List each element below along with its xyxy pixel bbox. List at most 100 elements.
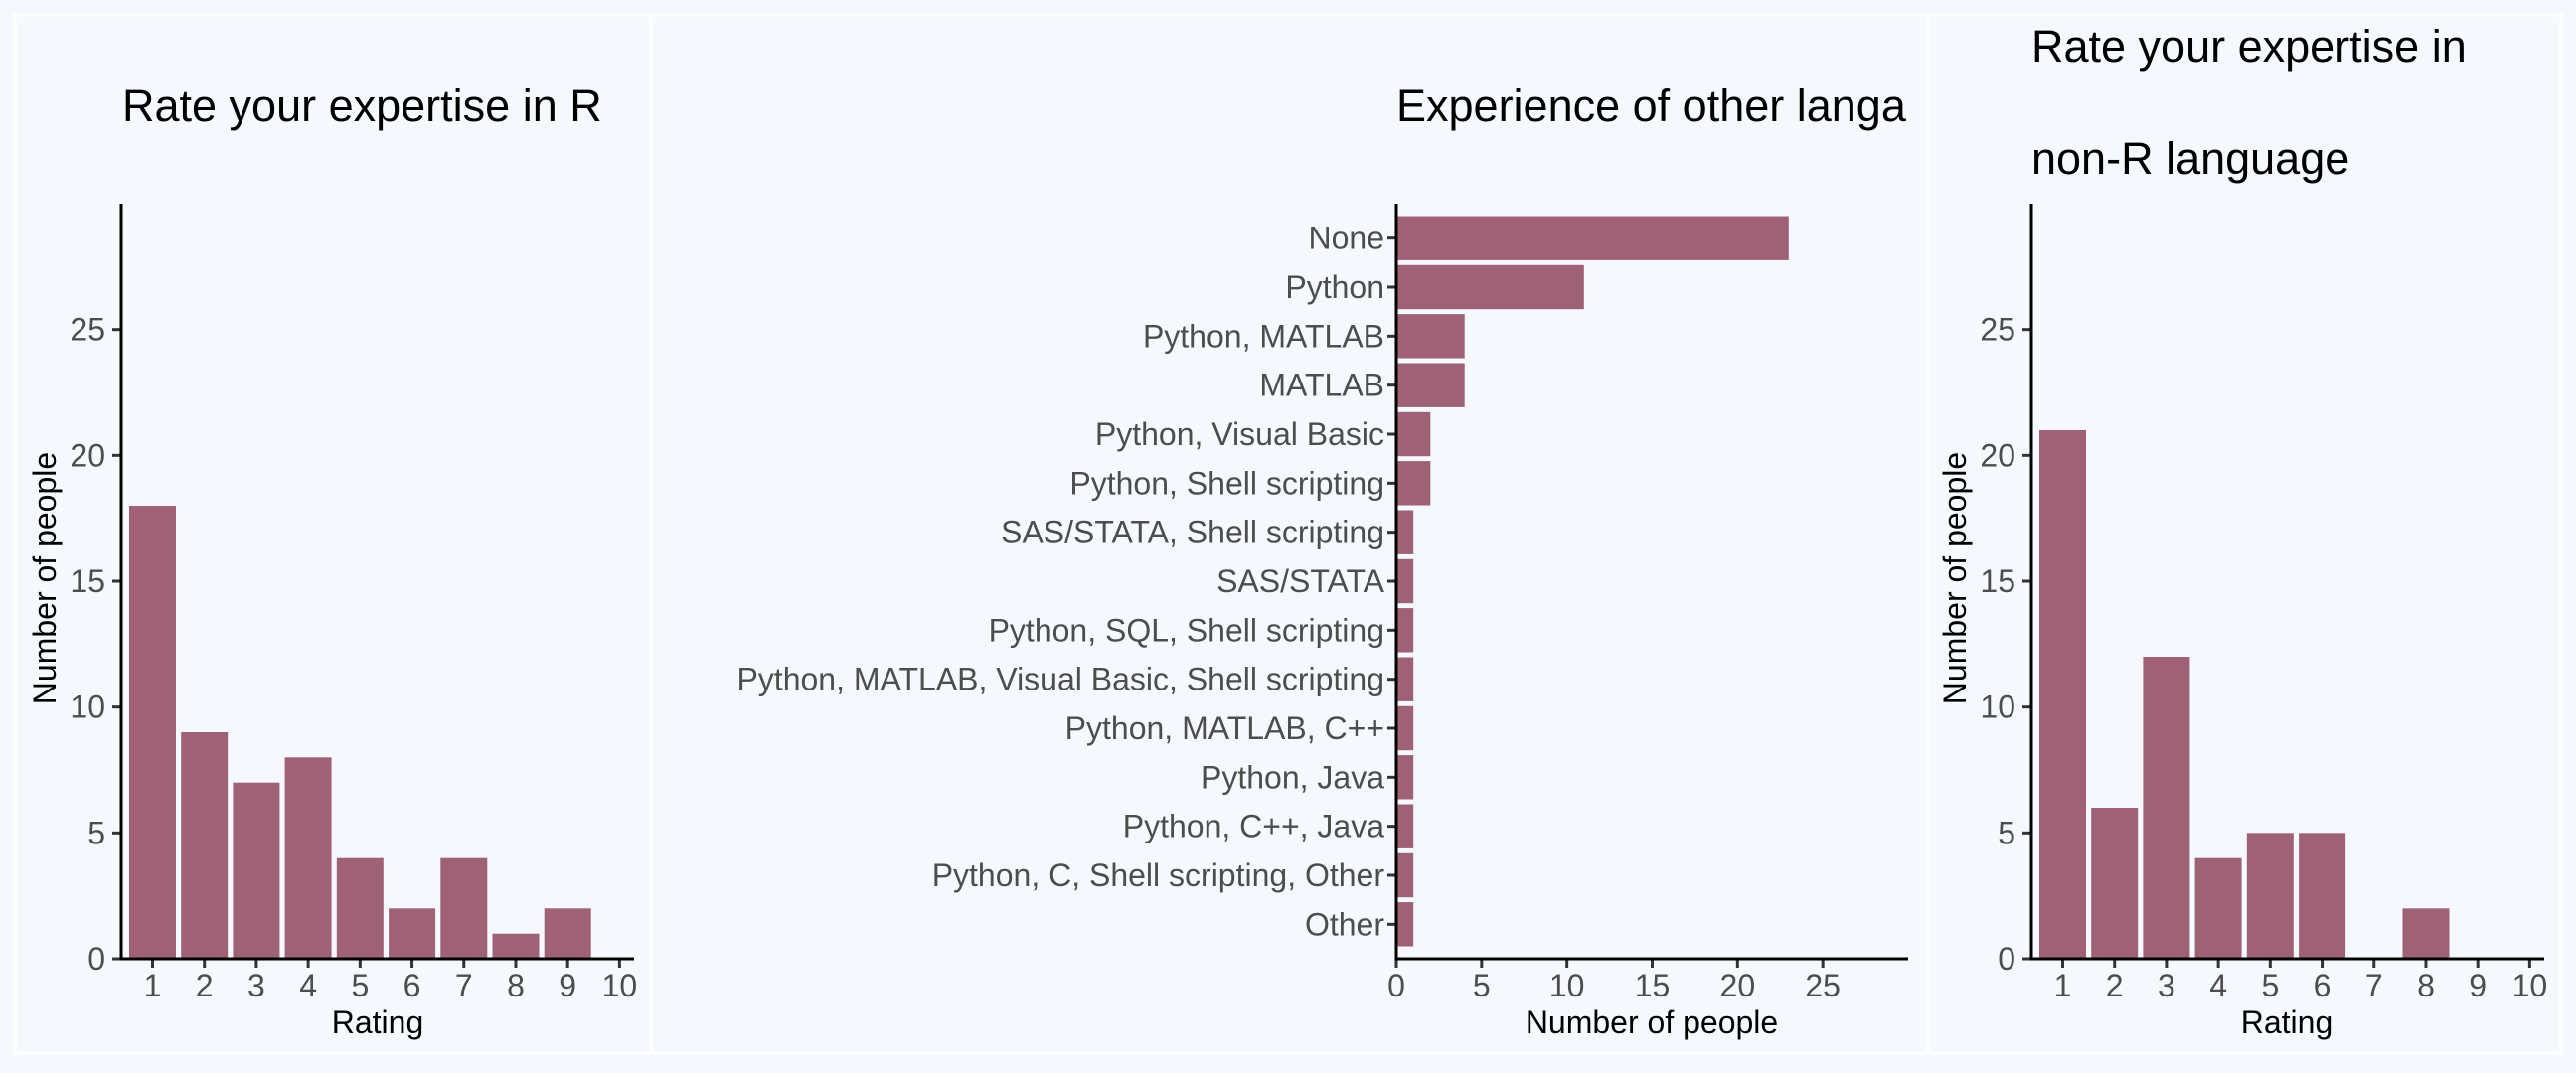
non-r-expertise-xtick-label: 2 <box>2106 968 2124 1003</box>
r-expertise-ytick-label: 5 <box>87 815 105 850</box>
r-expertise-ylabel: Number of people <box>27 452 63 704</box>
non-r-expertise-bar-2 <box>2091 808 2139 959</box>
r-expertise-xtick-label: 2 <box>196 968 214 1003</box>
non-r-expertise-xtick-label: 7 <box>2365 968 2383 1003</box>
other-languages-category-label: SAS/STATA, Shell scripting <box>1001 515 1384 550</box>
r-expertise-bar-5 <box>336 857 384 959</box>
non-r-expertise-bar-8 <box>2402 908 2450 959</box>
non-r-expertise-ytick-label: 0 <box>1998 941 2015 977</box>
non-r-expertise-xtick-label: 9 <box>2469 968 2487 1003</box>
r-expertise-xlabel: Rating <box>332 1004 424 1040</box>
non-r-expertise-title: Rate your expertise in <box>2031 21 2467 72</box>
other-languages-xtick-label: 15 <box>1635 968 1671 1003</box>
r-expertise-bar-3 <box>233 782 280 959</box>
other-languages-bar <box>1396 411 1431 457</box>
non-r-expertise-xtick-label: 8 <box>2417 968 2435 1003</box>
non-r-expertise-xtick-label: 4 <box>2209 968 2227 1003</box>
other-languages-bar <box>1396 804 1414 848</box>
other-languages-category-label: Python, MATLAB <box>1143 318 1384 354</box>
other-languages-bar <box>1396 558 1414 604</box>
other-languages-category-label: Python, SQL, Shell scripting <box>989 612 1384 648</box>
r-expertise-bar-1 <box>129 506 176 959</box>
panel-right-border <box>1926 13 2563 1055</box>
non-r-expertise-ytick-label: 10 <box>1980 690 2015 725</box>
r-expertise-axes <box>119 204 634 961</box>
other-languages-bar <box>1396 608 1414 653</box>
other-languages-xtick-label: 0 <box>1387 968 1405 1003</box>
non-r-expertise-bar-3 <box>2143 657 2190 959</box>
r-expertise-ytick-label: 25 <box>70 312 105 348</box>
non-r-expertise-ytick-label: 5 <box>1998 815 2015 850</box>
non-r-expertise-bar-4 <box>2194 857 2242 959</box>
non-r-expertise-bar-1 <box>2039 430 2086 959</box>
other-languages-bar <box>1396 657 1414 701</box>
r-expertise-bar-9 <box>544 908 591 959</box>
other-languages-category-label: Python, C++, Java <box>1123 809 1384 844</box>
other-languages-category-label: Other <box>1305 906 1384 942</box>
r-expertise-xtick-label: 10 <box>602 968 638 1003</box>
r-expertise-ytick-label: 15 <box>70 563 105 599</box>
other-languages-category-label: Python, C, Shell scripting, Other <box>932 857 1385 893</box>
r-expertise-xtick-label: 3 <box>247 968 265 1003</box>
non-r-expertise-xtick-label: 10 <box>2512 968 2548 1003</box>
r-expertise-bar-7 <box>440 857 488 959</box>
r-expertise-ytick-label: 10 <box>70 690 105 725</box>
other-languages-title: Experience of other langa <box>1396 80 1907 131</box>
other-languages-xtick-label: 20 <box>1720 968 1756 1003</box>
r-expertise-xtick-label: 8 <box>507 968 525 1003</box>
other-languages-xlabel: Number of people <box>1526 1004 1778 1040</box>
r-expertise-title: Rate your expertise in R <box>122 80 602 131</box>
other-languages-category-label: Python, Java <box>1201 759 1384 795</box>
panel-left-border <box>13 13 653 1055</box>
non-r-expertise-ytick-label: 15 <box>1980 563 2015 599</box>
non-r-expertise-ytick-label: 25 <box>1980 312 2015 348</box>
other-languages-bar <box>1396 852 1414 898</box>
non-r-expertise-xlabel: Rating <box>2241 1004 2334 1040</box>
other-languages-xtick-label: 5 <box>1473 968 1491 1003</box>
other-languages-bar <box>1396 363 1465 407</box>
other-languages-axes <box>1394 204 1908 961</box>
r-expertise-xtick-label: 6 <box>403 968 421 1003</box>
other-languages-chart: Experience of other langa Number of peop… <box>736 80 1908 1040</box>
other-languages-category-label: Python, MATLAB, Visual Basic, Shell scri… <box>736 662 1384 697</box>
other-languages-xtick-label: 10 <box>1549 968 1585 1003</box>
r-expertise-xtick-label: 1 <box>144 968 162 1003</box>
non-r-expertise-xtick-label: 1 <box>2054 968 2072 1003</box>
other-languages-bar <box>1396 314 1465 359</box>
other-languages-bar <box>1396 510 1414 554</box>
non-r-expertise-bar-5 <box>2246 833 2294 959</box>
other-languages-bar <box>1396 216 1789 260</box>
non-r-expertise-axes <box>2029 204 2544 961</box>
non-r-expertise-xtick-label: 5 <box>2261 968 2279 1003</box>
other-languages-category-label: None <box>1309 221 1385 256</box>
r-expertise-bar-2 <box>181 732 229 959</box>
r-expertise-bar-8 <box>492 933 540 959</box>
non-r-expertise-ytick-label: 20 <box>1980 437 2015 473</box>
non-r-expertise-bar-6 <box>2299 833 2346 959</box>
r-expertise-bar-6 <box>389 908 436 959</box>
other-languages-category-label: SAS/STATA <box>1216 563 1385 599</box>
other-languages-category-label: Python, MATLAB, C++ <box>1065 710 1384 746</box>
r-expertise-ytick-label: 20 <box>70 437 105 473</box>
other-languages-xtick-label: 25 <box>1805 968 1841 1003</box>
other-languages-bar <box>1396 705 1414 751</box>
non-r-expertise-chart: Rate your expertise in non-R language Nu… <box>1937 21 2547 1040</box>
r-expertise-ytick-label: 0 <box>87 941 105 977</box>
other-languages-category-label: Python <box>1285 269 1384 305</box>
r-expertise-bar-4 <box>284 757 332 959</box>
r-expertise-xtick-label: 5 <box>351 968 369 1003</box>
non-r-expertise-ylabel: Number of people <box>1937 452 1973 704</box>
r-expertise-xtick-label: 7 <box>455 968 473 1003</box>
other-languages-bar <box>1396 755 1414 800</box>
r-expertise-xtick-label: 9 <box>559 968 576 1003</box>
other-languages-category-label: Python, Visual Basic <box>1095 416 1384 452</box>
other-languages-bar <box>1396 264 1584 310</box>
r-expertise-xtick-label: 4 <box>299 968 317 1003</box>
other-languages-bar <box>1396 902 1414 947</box>
other-languages-category-label: MATLAB <box>1259 368 1384 403</box>
r-expertise-chart: Rate your expertise in R Number of peopl… <box>27 80 637 1040</box>
other-languages-category-label: Python, Shell scripting <box>1069 465 1384 501</box>
non-r-expertise-xtick-label: 3 <box>2158 968 2175 1003</box>
non-r-expertise-xtick-label: 6 <box>2314 968 2332 1003</box>
